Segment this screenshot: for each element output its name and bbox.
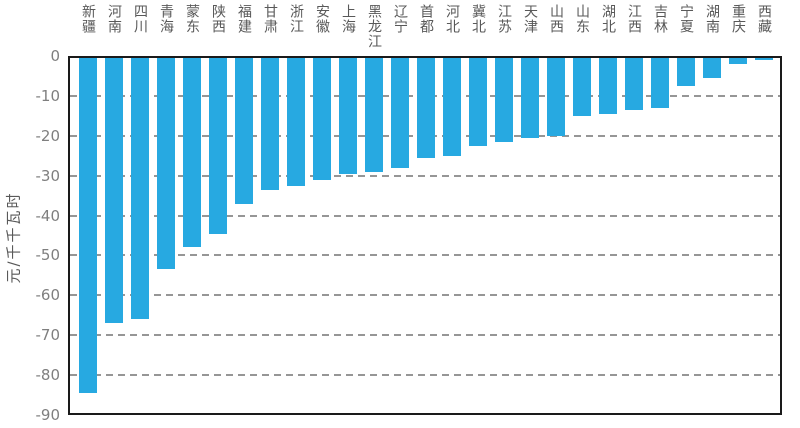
category-label: 天津 <box>522 4 538 34</box>
bar-冀北 <box>469 58 487 146</box>
bar-上海 <box>339 58 357 174</box>
category-label: 安徽 <box>314 4 330 34</box>
bar-陕西 <box>209 58 227 234</box>
bar-安徽 <box>313 58 331 180</box>
category-label: 西藏 <box>756 4 772 34</box>
category-label: 山西 <box>548 4 564 34</box>
y-tick-label: -60 <box>35 286 61 305</box>
category-label: 湖北 <box>600 4 616 34</box>
bar-湖南 <box>703 58 721 78</box>
category-label: 重庆 <box>730 4 746 34</box>
category-label: 青海 <box>158 4 174 34</box>
bar-黑龙江 <box>365 58 383 172</box>
bar-首都 <box>417 58 435 158</box>
gridline <box>70 334 780 337</box>
bar-山东 <box>573 58 591 116</box>
bar-河南 <box>105 58 123 323</box>
bar-西藏 <box>755 58 773 60</box>
category-label: 冀北 <box>470 4 486 34</box>
category-label: 河南 <box>106 4 122 34</box>
y-tick-label: -80 <box>35 366 61 385</box>
bar-吉林 <box>651 58 669 108</box>
bar-宁夏 <box>677 58 695 86</box>
category-label: 江苏 <box>496 4 512 34</box>
bar-江西 <box>625 58 643 110</box>
category-label: 河北 <box>444 4 460 34</box>
bar-甘肃 <box>261 58 279 190</box>
gridline <box>70 254 780 257</box>
y-tick-label: -70 <box>35 326 61 345</box>
gridline <box>70 214 780 217</box>
category-label: 四川 <box>132 4 148 34</box>
category-label: 福建 <box>236 4 252 34</box>
bar-江苏 <box>495 58 513 142</box>
y-tick-label: -50 <box>35 246 61 265</box>
bar-河北 <box>443 58 461 156</box>
y-tick-label: -20 <box>35 126 61 145</box>
category-label: 浙江 <box>288 4 304 34</box>
category-label: 宁夏 <box>678 4 694 34</box>
category-label: 湖南 <box>704 4 720 34</box>
category-label: 甘肃 <box>262 4 278 34</box>
category-label: 首都 <box>418 4 434 34</box>
category-label: 陕西 <box>210 4 226 34</box>
y-tick-label: 0 <box>50 47 60 65</box>
y-tick-label: -10 <box>35 86 61 105</box>
y-tick-label: -40 <box>35 206 61 225</box>
gridline <box>70 374 780 377</box>
plot-area <box>68 56 782 415</box>
bar-新疆 <box>79 58 97 393</box>
bar-天津 <box>521 58 539 138</box>
gridline <box>70 174 780 177</box>
bar-浙江 <box>287 58 305 186</box>
bar-湖北 <box>599 58 617 114</box>
bar-蒙东 <box>183 58 201 247</box>
category-label: 蒙东 <box>184 4 200 34</box>
category-label: 山东 <box>574 4 590 34</box>
category-label: 新疆 <box>80 4 96 34</box>
bar-福建 <box>235 58 253 204</box>
bar-四川 <box>131 58 149 319</box>
category-label: 吉林 <box>652 4 668 34</box>
gridline <box>70 294 780 297</box>
bar-辽宁 <box>391 58 409 168</box>
bar-青海 <box>157 58 175 269</box>
bar-山西 <box>547 58 565 136</box>
bar-重庆 <box>729 58 747 64</box>
category-label: 辽宁 <box>392 4 408 34</box>
category-label: 黑龙江 <box>366 4 382 49</box>
category-label: 上海 <box>340 4 356 34</box>
category-label: 江西 <box>626 4 642 34</box>
y-tick-label: -90 <box>35 406 61 424</box>
y-tick-label: -30 <box>35 166 61 185</box>
